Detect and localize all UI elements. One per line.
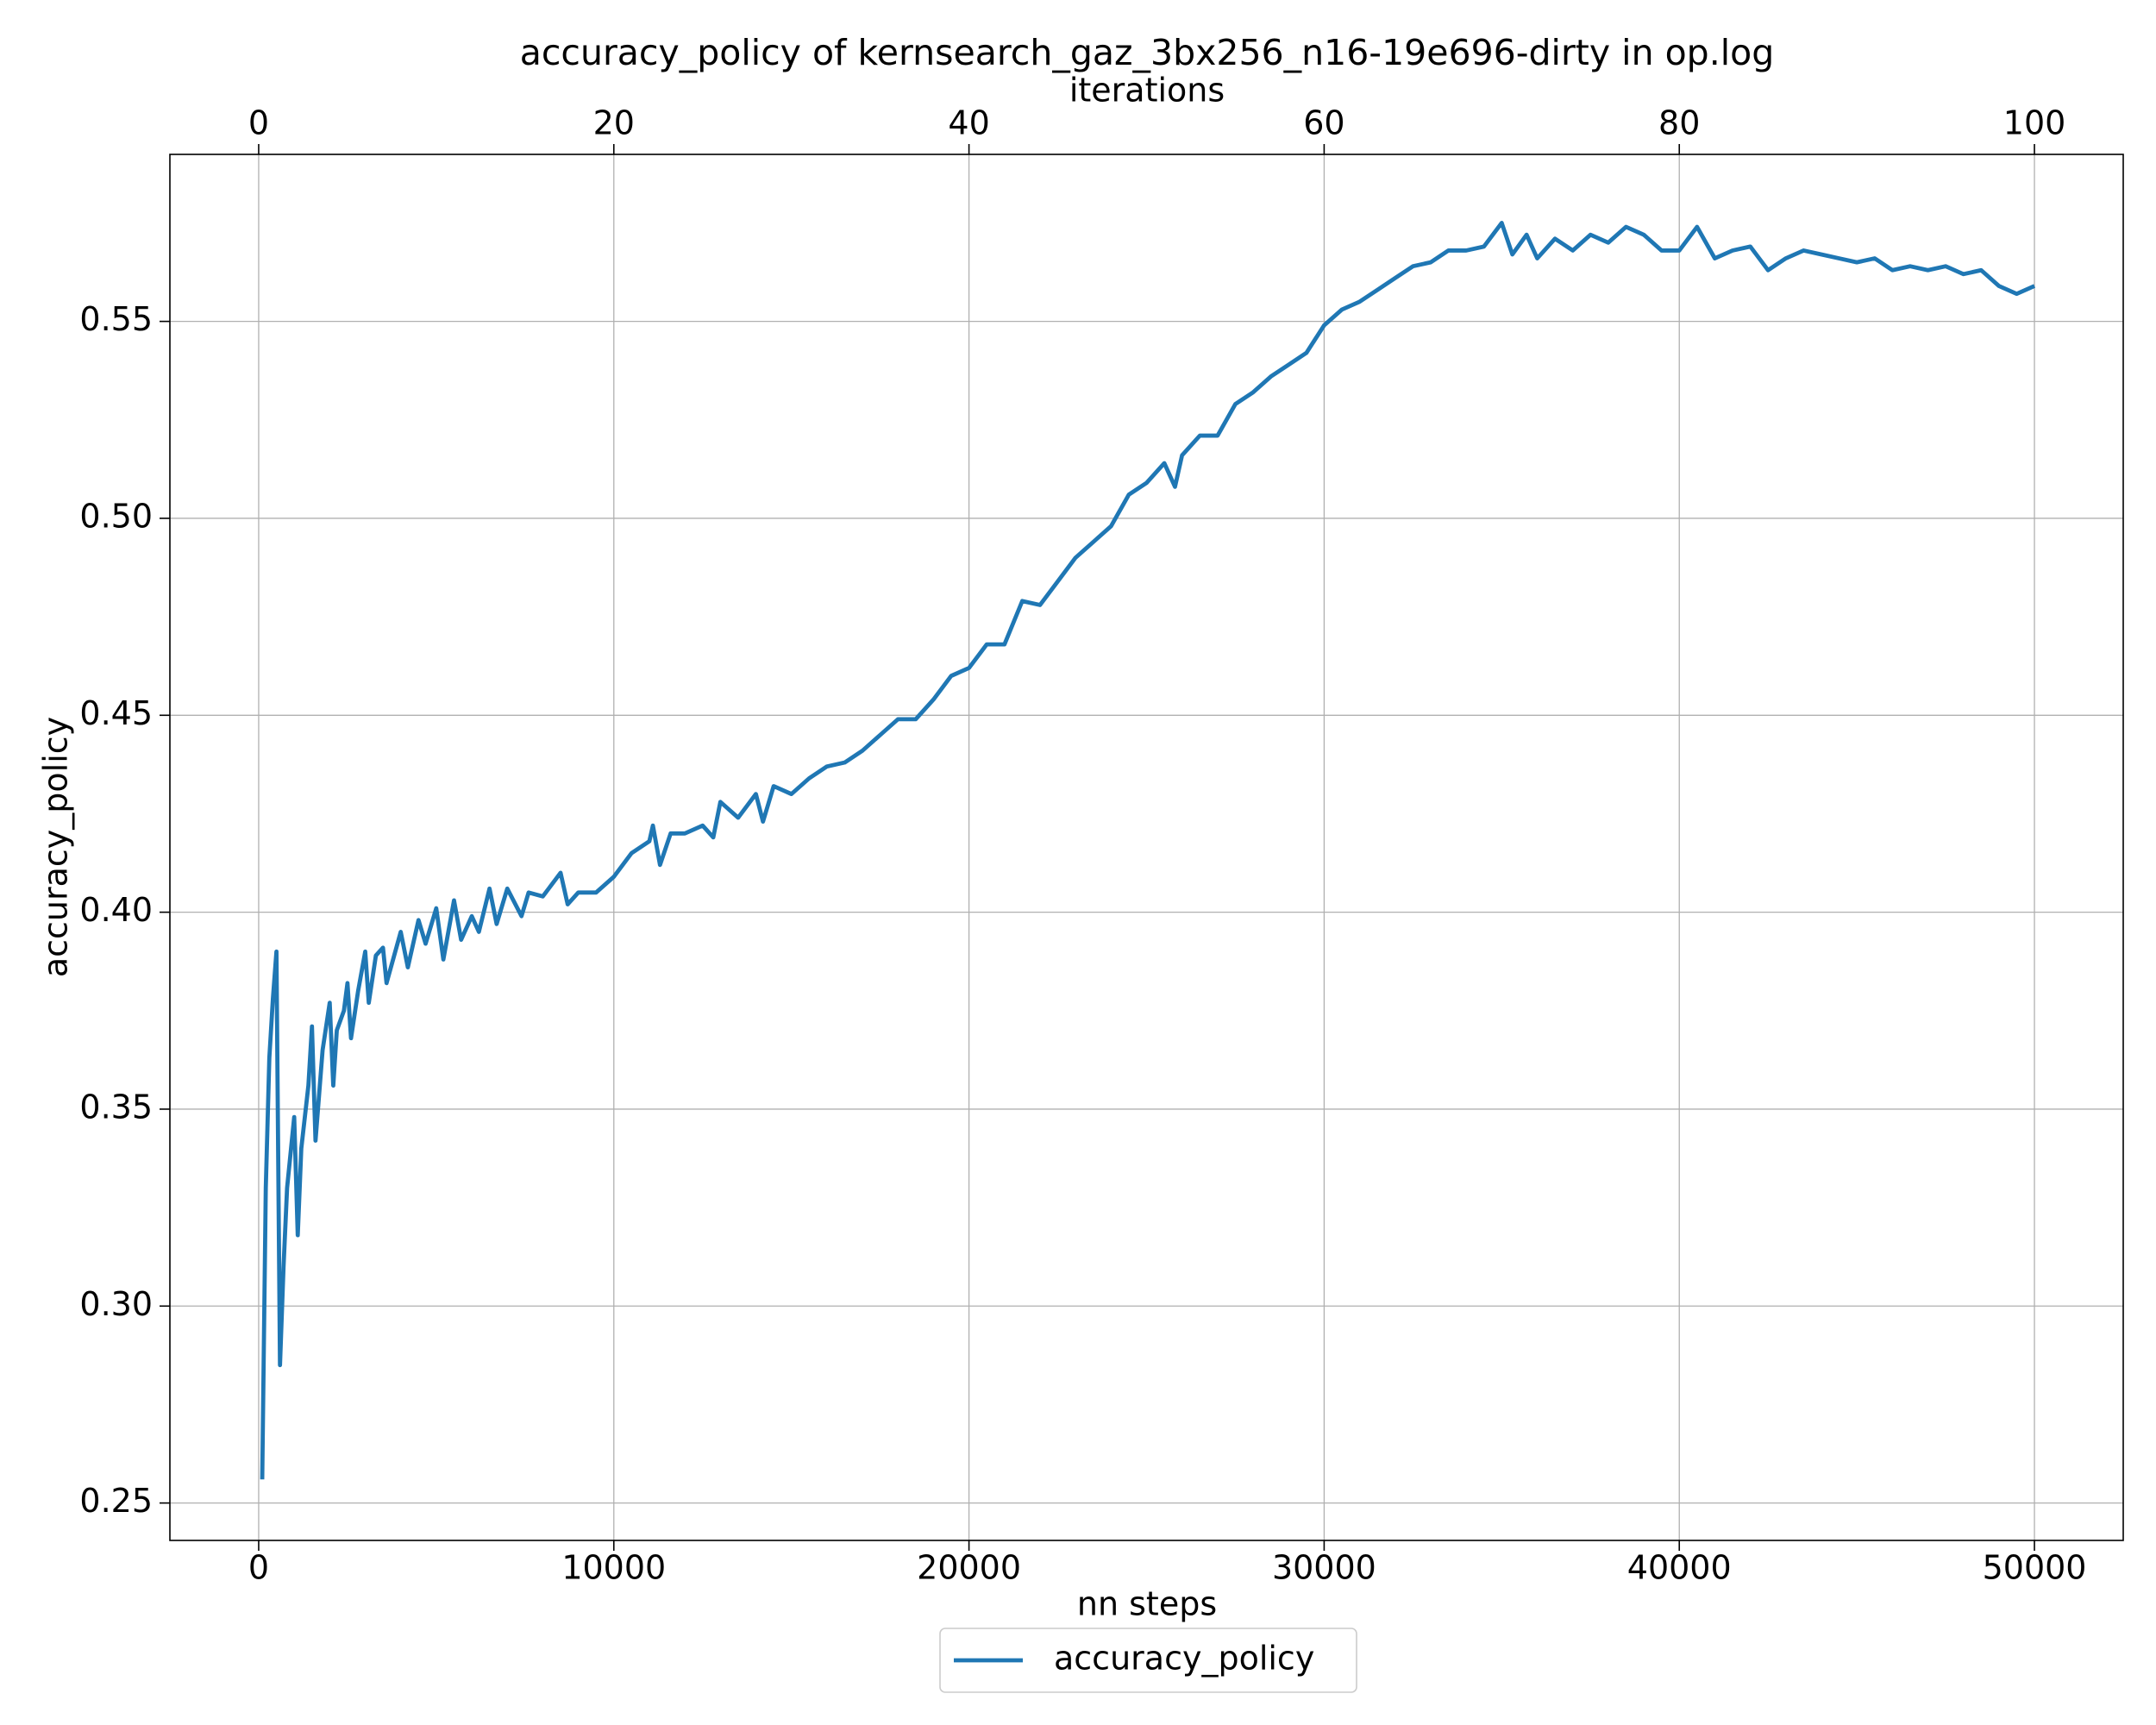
chart-title: accuracy_policy of kernsearch_gaz_3bx256… bbox=[520, 32, 1774, 73]
plot-frame bbox=[169, 154, 2124, 1541]
data-line bbox=[260, 221, 2036, 1480]
x2-tick-label: 60 bbox=[1303, 104, 1344, 142]
x2-tick-label: 40 bbox=[948, 104, 989, 142]
x-tick-label: 0 bbox=[248, 1549, 269, 1587]
x-tick-label: 20000 bbox=[917, 1549, 1021, 1587]
y-tick-label: 0.45 bbox=[79, 694, 153, 732]
x2-tick-label: 80 bbox=[1658, 104, 1700, 142]
x2-tick-label: 20 bbox=[593, 104, 635, 142]
y-axis-label: accuracy_policy bbox=[37, 717, 75, 977]
y-tick-label: 0.30 bbox=[79, 1285, 153, 1323]
y-tick-label: 0.55 bbox=[79, 300, 153, 338]
x2-axis-label: iterations bbox=[1069, 72, 1225, 110]
x-tick-label: 50000 bbox=[1983, 1549, 2087, 1587]
y-tick-label: 0.40 bbox=[79, 891, 153, 929]
y-tick-label: 0.25 bbox=[79, 1482, 153, 1520]
x2-tick-label: 100 bbox=[2003, 104, 2066, 142]
y-tick-label: 0.50 bbox=[79, 497, 153, 535]
x-tick-label: 40000 bbox=[1627, 1549, 1732, 1587]
x-tick-label: 30000 bbox=[1272, 1549, 1376, 1587]
x-tick-label: 10000 bbox=[561, 1549, 666, 1587]
legend-label: accuracy_policy bbox=[1054, 1640, 1314, 1678]
x2-tick-label: 0 bbox=[248, 104, 269, 142]
y-tick-label: 0.35 bbox=[79, 1088, 153, 1126]
legend-box bbox=[939, 1628, 1357, 1693]
x-axis-label: nn steps bbox=[1077, 1585, 1217, 1623]
